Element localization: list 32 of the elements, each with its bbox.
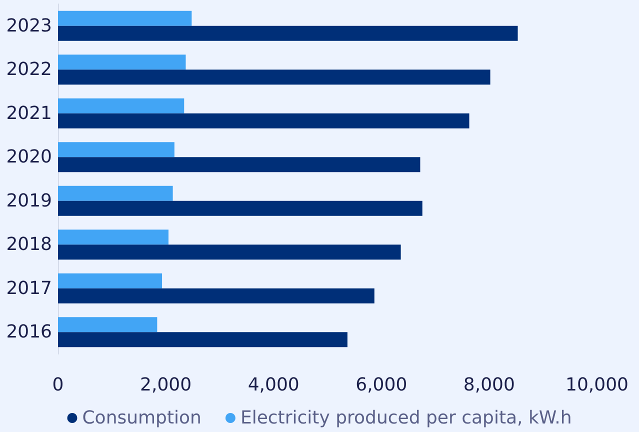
y-tick-label: 2017 bbox=[6, 278, 52, 299]
bar bbox=[58, 113, 470, 128]
y-tick-label: 2021 bbox=[6, 102, 52, 124]
bar bbox=[58, 70, 490, 85]
legend-label: Consumption bbox=[82, 408, 202, 428]
bar bbox=[58, 142, 174, 158]
bar bbox=[58, 157, 420, 172]
x-tick-label: 10,000 bbox=[566, 374, 628, 396]
bar bbox=[58, 54, 186, 70]
bar bbox=[58, 186, 173, 201]
bar bbox=[58, 10, 192, 26]
y-tick-label: 2020 bbox=[6, 146, 52, 168]
x-tick-label: 4,000 bbox=[248, 374, 300, 396]
bar bbox=[58, 200, 422, 216]
y-tick-label: 2018 bbox=[6, 234, 52, 256]
y-tick-label: 2016 bbox=[6, 322, 52, 343]
bar bbox=[58, 332, 348, 348]
x-tick-label: 0 bbox=[52, 374, 64, 396]
bar bbox=[58, 26, 518, 41]
y-tick-label: 2019 bbox=[6, 190, 52, 212]
bar bbox=[58, 317, 158, 332]
bar bbox=[58, 288, 374, 304]
legend-label: Electricity produced per capita, kW.h bbox=[240, 408, 572, 428]
bar bbox=[58, 244, 401, 260]
x-tick-label: 6,000 bbox=[356, 374, 408, 396]
y-tick-label: 2023 bbox=[6, 15, 52, 36]
y-tick-label: 2022 bbox=[6, 59, 52, 80]
bar bbox=[58, 273, 162, 288]
bar bbox=[58, 230, 168, 245]
bar bbox=[58, 98, 184, 114]
x-tick-label: 8,000 bbox=[463, 374, 515, 396]
x-tick-label: 2,000 bbox=[140, 374, 192, 396]
